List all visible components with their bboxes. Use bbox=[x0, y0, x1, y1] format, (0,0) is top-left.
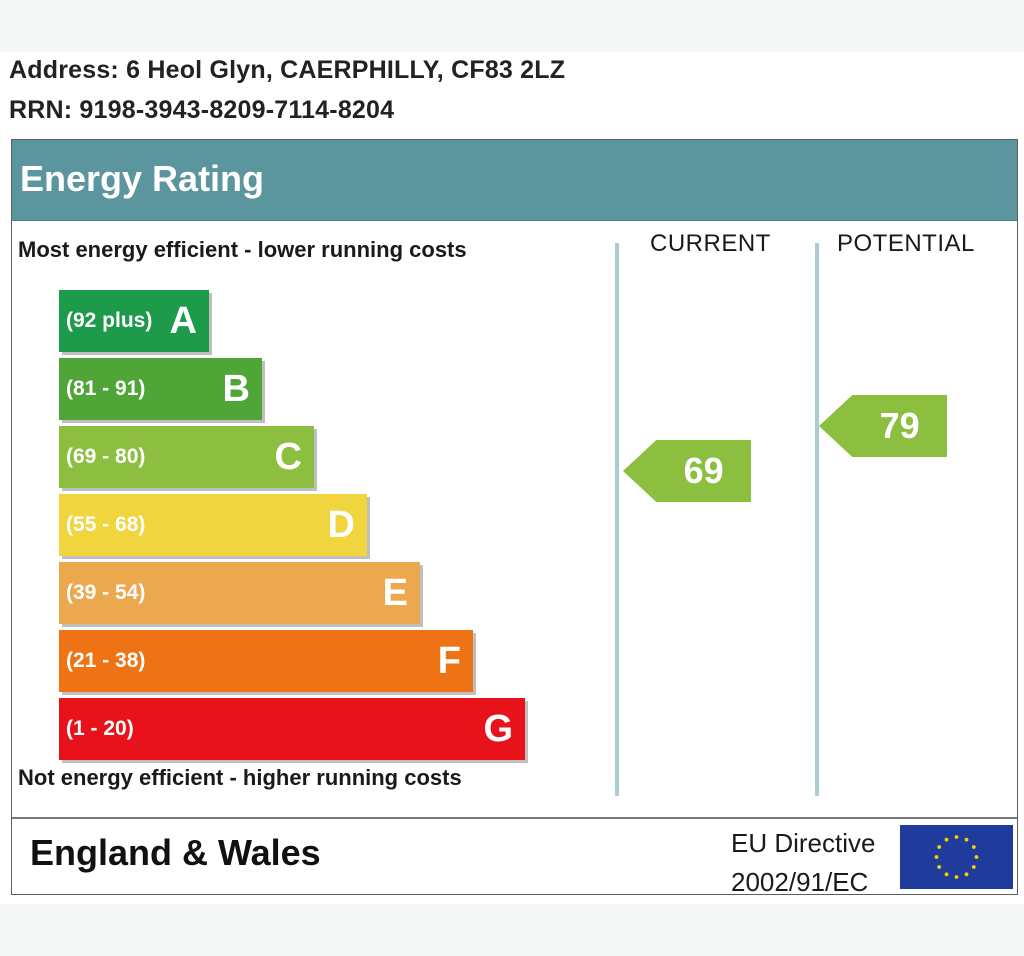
eu-star bbox=[934, 855, 939, 859]
current-column-header: CURRENT bbox=[650, 230, 771, 257]
band-g: (1 - 20) G bbox=[59, 698, 525, 760]
eu-star bbox=[944, 872, 949, 877]
chart-title: Energy Rating bbox=[20, 158, 265, 199]
band-f: (21 - 38) F bbox=[59, 630, 473, 692]
eu-flag-icon bbox=[900, 825, 1013, 889]
band-d-range: (55 - 68) bbox=[66, 513, 146, 536]
band-a-letter: A bbox=[169, 300, 197, 342]
band-c: (69 - 80) C bbox=[59, 426, 314, 488]
address-line: Address: 6 Heol Glyn, CAERPHILLY, CF83 2… bbox=[9, 56, 566, 84]
band-e: (39 - 54) E bbox=[59, 562, 420, 624]
band-e-letter: E bbox=[382, 572, 408, 614]
band-e-range: (39 - 54) bbox=[66, 581, 146, 604]
eu-star bbox=[944, 837, 949, 842]
band-b: (81 - 91) B bbox=[59, 358, 262, 420]
potential-rating-arrow: 79 bbox=[819, 395, 947, 457]
band-a: (92 plus) A bbox=[59, 290, 209, 352]
column-divider-current bbox=[615, 243, 619, 796]
potential-rating-value: 79 bbox=[879, 405, 920, 446]
eu-star bbox=[937, 865, 942, 869]
band-f-letter: F bbox=[437, 640, 461, 682]
column-divider-potential bbox=[815, 243, 819, 796]
band-d: (55 - 68) D bbox=[59, 494, 367, 556]
eu-directive: EU Directive 2002/91/EC bbox=[731, 824, 875, 902]
eu-directive-line2: 2002/91/EC bbox=[731, 867, 869, 897]
footer-divider bbox=[12, 817, 1017, 819]
band-f-range: (21 - 38) bbox=[66, 649, 146, 672]
band-c-letter: C bbox=[274, 436, 302, 478]
eu-star bbox=[971, 865, 976, 869]
band-b-letter: B bbox=[222, 368, 250, 410]
band-g-letter: G bbox=[483, 708, 513, 750]
eu-star bbox=[937, 845, 942, 849]
current-rating-value: 69 bbox=[683, 450, 724, 491]
eu-star bbox=[954, 835, 959, 839]
eu-star bbox=[964, 837, 969, 842]
bottom-caption: Not energy efficient - higher running co… bbox=[18, 765, 462, 790]
eu-star bbox=[974, 855, 979, 859]
band-b-range: (81 - 91) bbox=[66, 377, 146, 400]
eu-star bbox=[964, 872, 969, 877]
header-bar bbox=[12, 140, 1017, 221]
region-label: England & Wales bbox=[30, 832, 321, 873]
band-a-range: (92 plus) bbox=[66, 309, 153, 332]
top-caption: Most energy efficient - lower running co… bbox=[18, 237, 467, 262]
band-g-range: (1 - 20) bbox=[66, 717, 134, 740]
rrn-line: RRN: 9198-3943-8209-7114-8204 bbox=[9, 96, 395, 124]
potential-column-header: POTENTIAL bbox=[837, 230, 975, 257]
eu-star bbox=[971, 845, 976, 849]
band-d-letter: D bbox=[327, 504, 355, 546]
eu-directive-line1: EU Directive bbox=[731, 828, 876, 858]
band-c-range: (69 - 80) bbox=[66, 445, 146, 468]
eu-star bbox=[954, 875, 959, 879]
current-rating-arrow: 69 bbox=[623, 440, 751, 502]
